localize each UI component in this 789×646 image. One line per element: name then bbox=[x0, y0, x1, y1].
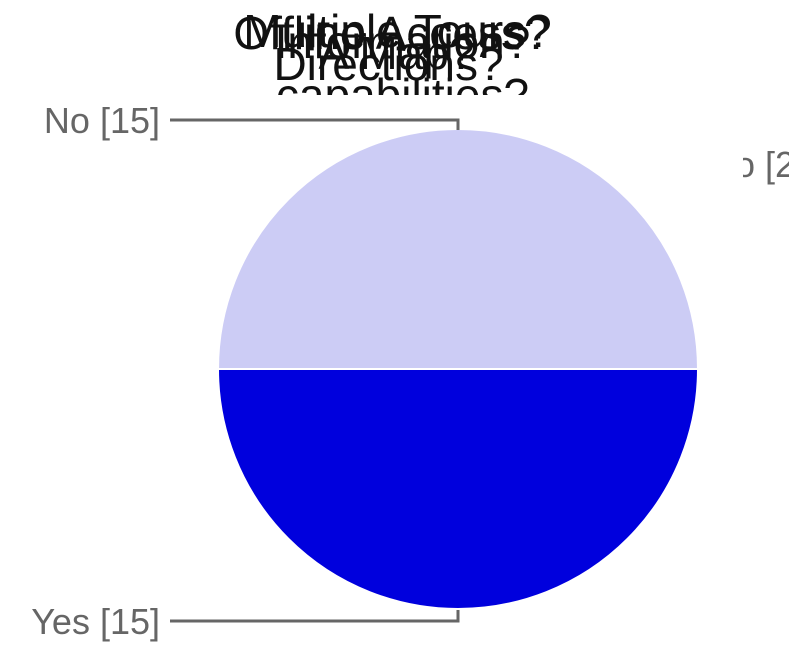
chart-title-5: Directions? bbox=[273, 38, 504, 90]
leader-line-0 bbox=[170, 118, 460, 130]
offscreen-chart-label: No [28] bbox=[743, 144, 789, 186]
chart-title-1: Multiple Tours? bbox=[243, 5, 552, 57]
chart-title-3: Information? bbox=[274, 16, 531, 68]
leader-line-1 bbox=[170, 610, 460, 623]
chart-title-2: Offline Access? bbox=[233, 7, 550, 59]
chart-title-overlap: Multiple Tours? Offline Access? Informat… bbox=[0, 0, 789, 95]
pie-label-0: No [15] bbox=[44, 100, 160, 141]
chart-title-4: A Map? bbox=[318, 27, 475, 79]
pie-label-1: Yes [15] bbox=[31, 601, 160, 642]
pie-slice-0 bbox=[216, 128, 700, 370]
chart-title-6: capabilities? bbox=[275, 69, 530, 95]
pie-slice-1 bbox=[216, 368, 700, 610]
offscreen-chart-label-text: No [28] bbox=[743, 144, 789, 185]
